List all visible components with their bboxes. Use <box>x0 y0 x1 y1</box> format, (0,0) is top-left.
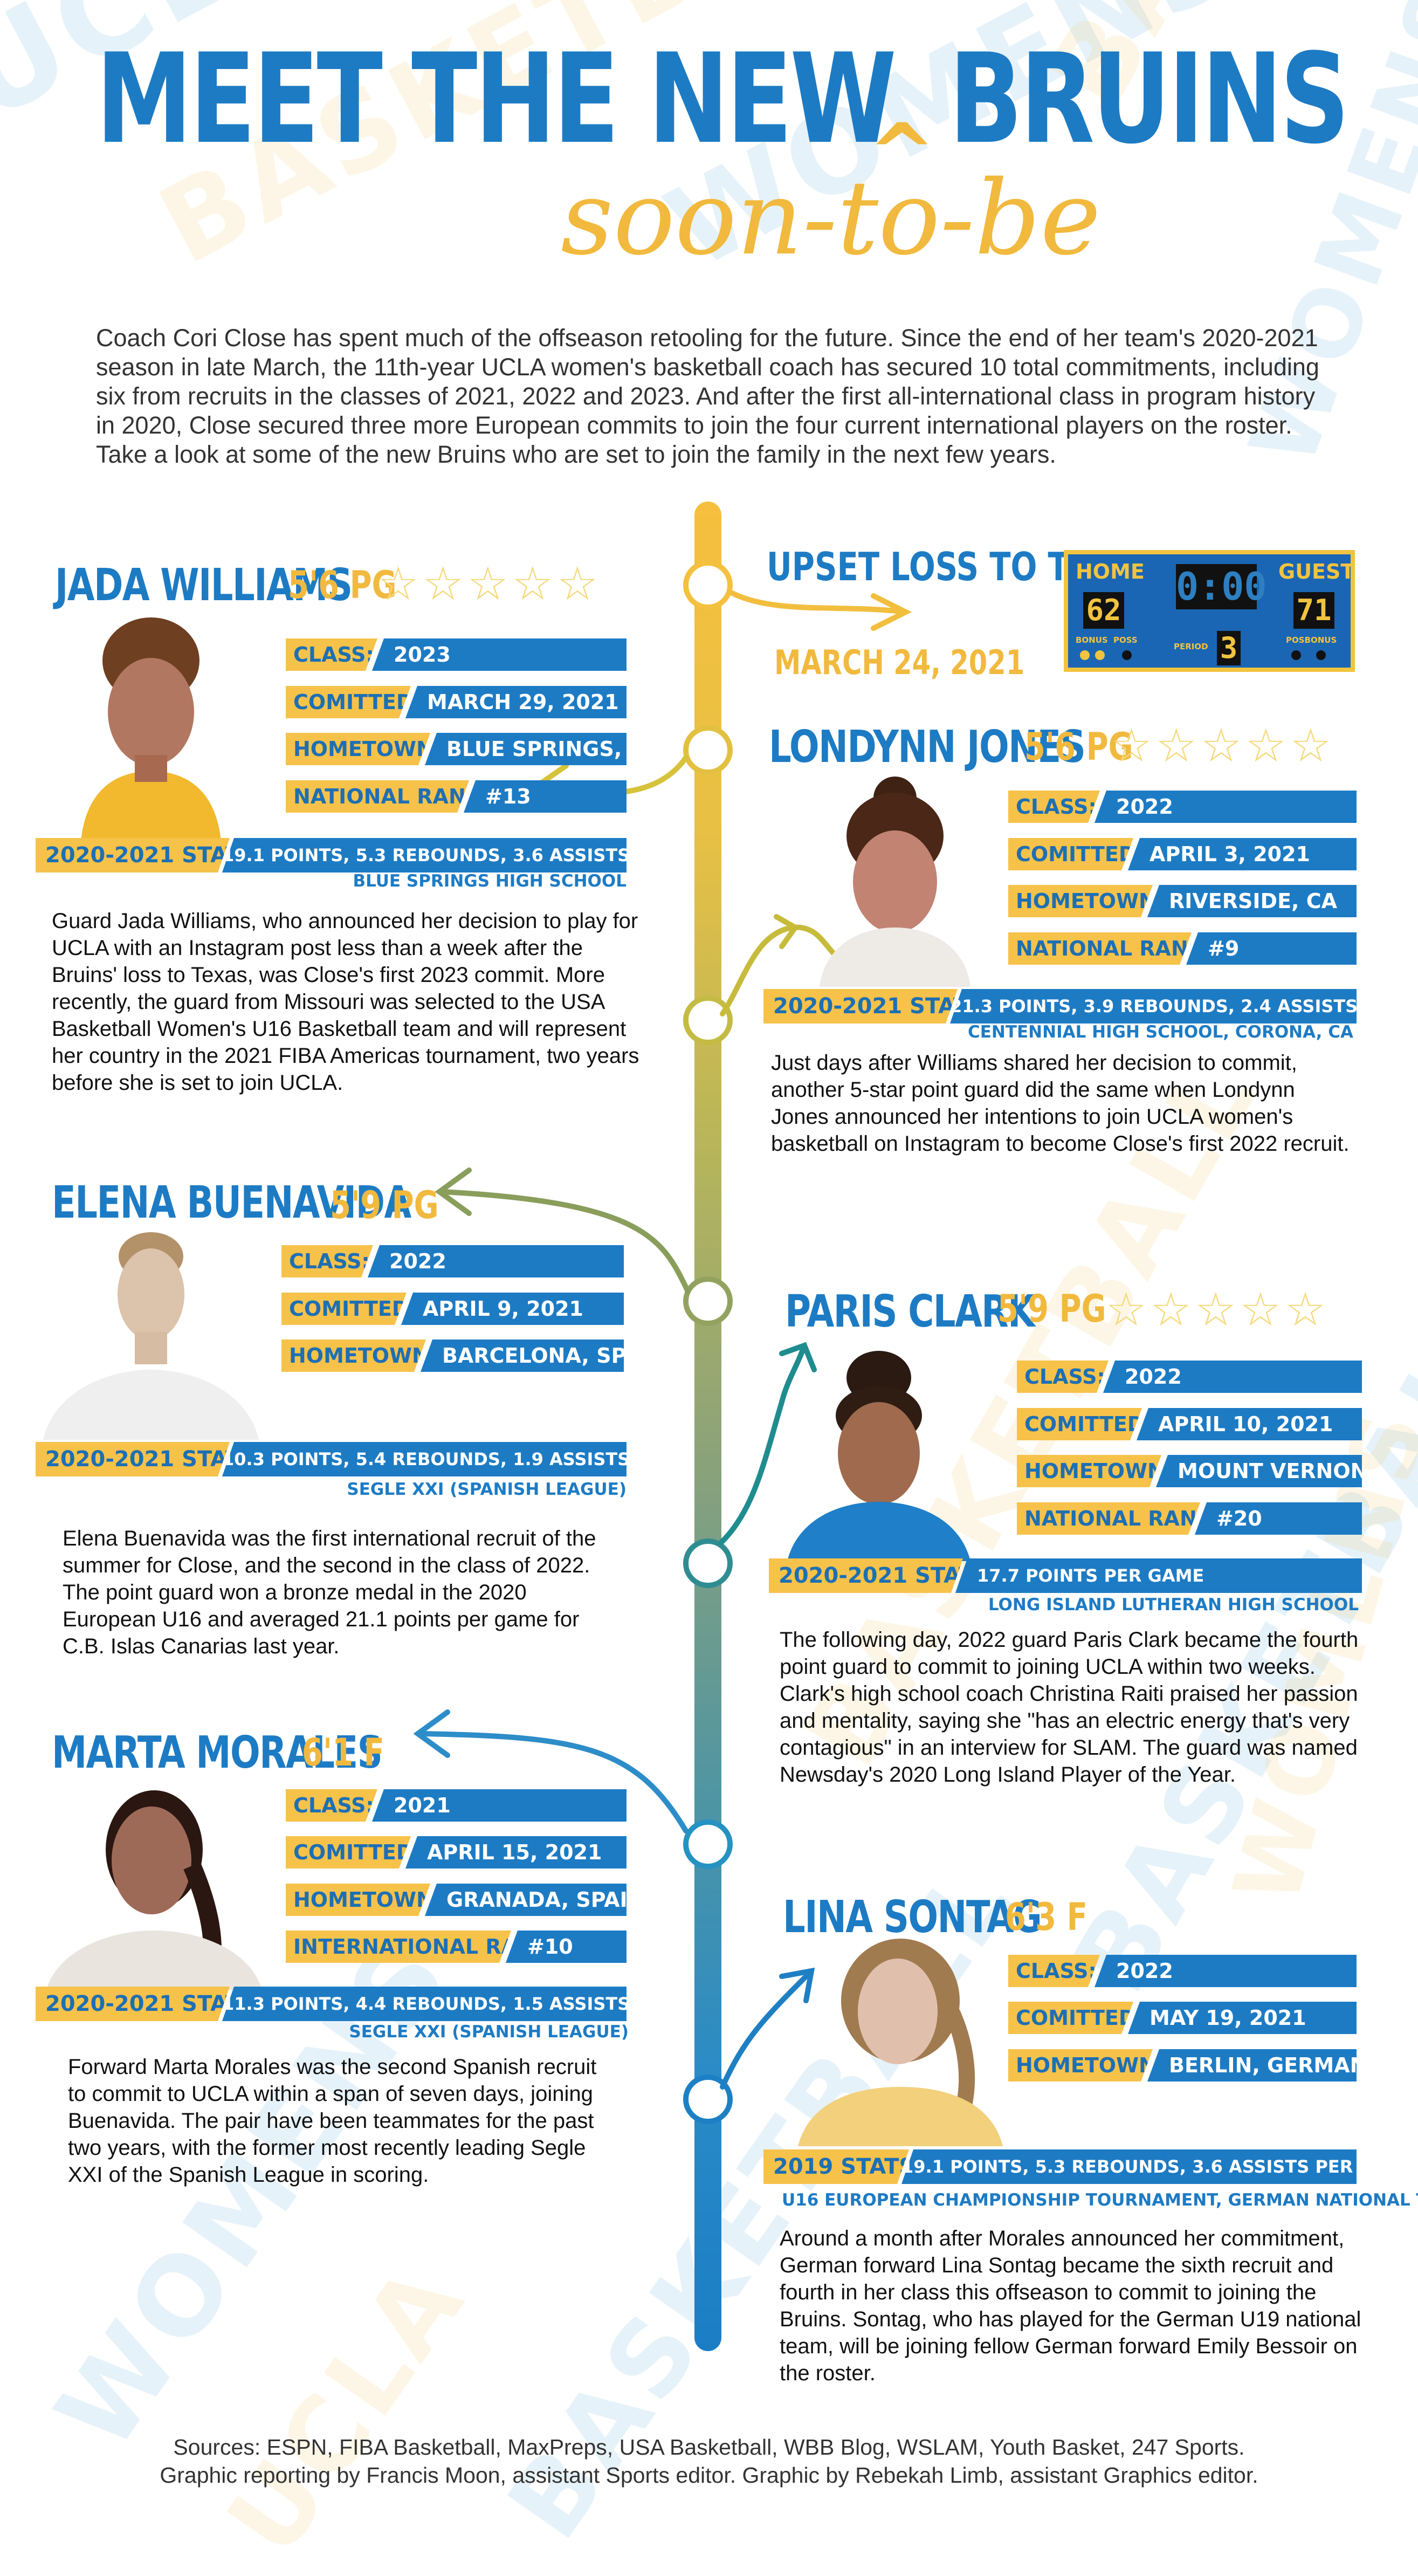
player-name: JADA WILLIAMS <box>55 560 353 611</box>
info-row-rank: NATIONAL RANK: #13 <box>286 780 627 813</box>
info-row-hometown: HOMETOWN: MOUNT VERNON, NY <box>1017 1455 1362 1487</box>
timeline-spine <box>694 502 721 2351</box>
info-row-committed: COMITTED: MAY 19, 2021 <box>1008 2002 1357 2034</box>
event-date: MARCH 24, 2021 <box>774 643 1025 682</box>
player-bio: Forward Marta Morales was the second Spa… <box>68 2055 597 2187</box>
scoreboard-guest-label: GUEST <box>1278 560 1355 583</box>
player-silhouette <box>787 1351 970 1561</box>
player-bio: Guard Jada Williams, who announced her d… <box>52 909 639 1095</box>
footer-credits: Sources: ESPN, FIBA Basketball, MaxPreps… <box>0 2433 1418 2489</box>
info-row-class: CLASS: 2022 <box>1017 1361 1362 1393</box>
info-row-committed: COMITTED: APRIL 9, 2021 <box>281 1293 624 1325</box>
info-row-class: CLASS: 2022 <box>1008 791 1357 823</box>
info-row-hometown: HOMETOWN: BERLIN, GERMANY <box>1008 2049 1357 2082</box>
stats-bar: 2020-2021 STATS: 17.7 POINTS PER GAME <box>769 1558 1362 1593</box>
scoreboard-light <box>1080 650 1090 660</box>
info-row-class: CLASS: 2021 <box>286 1789 627 1822</box>
info-row-hometown: HOMETOWN: GRANADA, SPAIN <box>286 1884 627 1916</box>
school-name: CENTENNIAL HIGH SCHOOL, CORONA, CA <box>967 1022 1353 1042</box>
scoreboard-light <box>1291 650 1301 660</box>
info-row-committed: COMITTED: APRIL 15, 2021 <box>286 1836 627 1869</box>
scoreboard-poss-label: POSS <box>1113 635 1138 645</box>
info-row-committed: COMITTED: MARCH 29, 2021 <box>286 686 627 718</box>
caret-mark: ^ <box>868 107 936 201</box>
title-right: BRUINS <box>949 28 1350 171</box>
player-bio: Around a month after Morales announced h… <box>780 2227 1361 2385</box>
star-rating: ☆☆☆☆☆ <box>1111 720 1335 772</box>
timeline-node <box>683 1538 733 1588</box>
scoreboard-period: 3 <box>1217 631 1241 665</box>
footer-graphic-credits: Graphic reporting by Francis Moon, assis… <box>160 2463 1258 2488</box>
title-left: MEET THE NEW <box>96 28 897 171</box>
timeline-node <box>683 560 733 610</box>
school-name: BLUE SPRINGS HIGH SCHOOL <box>353 871 627 891</box>
timeline-node <box>683 995 733 1045</box>
footer-sources: Sources: ESPN, FIBA Basketball, MaxPreps… <box>173 2435 1245 2460</box>
player-meta: 5'6 PG <box>288 563 397 607</box>
scoreboard-posbonus-label: POSBONUS <box>1286 635 1337 645</box>
player-meta: 5'6 PG <box>1024 725 1133 769</box>
title-script: soon-to-be <box>561 159 1101 278</box>
star-rating: ☆☆☆☆☆ <box>377 558 602 610</box>
scoreboard-light <box>1316 650 1326 660</box>
school-name: LONG ISLAND LUTHERAN HIGH SCHOOL <box>988 1595 1359 1615</box>
info-row-rank: INTERNATIONAL RANK: #10 <box>286 1931 627 1963</box>
info-row-hometown: HOMETOWN: BLUE SPRINGS, MO <box>286 733 627 765</box>
stats-bar: 2020-2021 STATS: 21.3 POINTS, 3.9 REBOUN… <box>763 989 1357 1023</box>
player-name: ELENA BUENAVIDA <box>52 1177 411 1228</box>
school-name: SEGLE XXI (SPANISH LEAGUE) <box>349 2022 629 2042</box>
scoreboard-home-score: 62 <box>1083 592 1124 629</box>
player-meta: 5'9 PG <box>997 1287 1106 1331</box>
player-bio: Elena Buenavida was the first internatio… <box>63 1527 596 1658</box>
player-silhouette <box>820 777 970 987</box>
player-meta: 6'1 F <box>302 1730 384 1775</box>
info-row-committed: COMITTED: APRIL 10, 2021 <box>1017 1408 1362 1440</box>
player-meta: 6'3 F <box>1005 1895 1087 1939</box>
info-row-hometown: HOMETOWN: RIVERSIDE, CA <box>1008 885 1357 917</box>
info-row-class: CLASS: 2022 <box>1008 1955 1357 1987</box>
stats-bar: 2020-2021 STATS: 10.3 POINTS, 5.4 REBOUN… <box>36 1442 627 1476</box>
player-name: LINA SONTAG <box>783 1892 1042 1943</box>
scoreboard-light <box>1122 650 1132 660</box>
stats-bar: 2020-2021 STATS: 11.3 POINTS, 4.4 REBOUN… <box>36 1987 627 2021</box>
info-row-class: CLASS: 2022 <box>281 1245 624 1277</box>
player-meta: 5'9 PG <box>330 1183 439 1227</box>
scoreboard-light <box>1095 650 1105 660</box>
timeline-node <box>683 1819 733 1869</box>
school-name: U16 EUROPEAN CHAMPIONSHIP TOURNAMENT, GE… <box>782 2190 1418 2210</box>
scoreboard-guest-score: 71 <box>1293 592 1334 629</box>
timeline-node <box>683 725 733 775</box>
player-silhouette <box>46 1790 262 1990</box>
info-row-rank: NATIONAL RANK: #20 <box>1017 1502 1362 1535</box>
scoreboard-period-label: PERIOD <box>1174 642 1208 651</box>
stats-bar: 2020-2021 STATS: 19.1 POINTS, 5.3 REBOUN… <box>36 838 627 873</box>
intro-paragraph: Coach Cori Close has spent much of the o… <box>96 324 1319 468</box>
info-row-committed: COMITTED: APRIL 3, 2021 <box>1008 838 1357 870</box>
player-bio: The following day, 2022 guard Paris Clar… <box>780 1628 1359 1787</box>
info-row-rank: NATIONAL RANK: #9 <box>1008 932 1357 965</box>
player-name: PARIS CLARK <box>785 1286 1035 1337</box>
player-silhouette <box>43 1232 259 1440</box>
player-silhouette <box>798 1939 1003 2146</box>
scoreboard-clock: 0:00 <box>1176 564 1267 609</box>
star-rating: ☆☆☆☆☆ <box>1105 1284 1330 1336</box>
player-name: LONDYNN JONES <box>769 722 1086 773</box>
timeline-node <box>683 1276 733 1326</box>
scoreboard-bonus-label: BONUS <box>1076 635 1108 645</box>
stats-bar: 2019 STATS: 19.1 POINTS, 5.3 REBOUNDS, 3… <box>763 2149 1357 2184</box>
scoreboard-home-label: HOME <box>1076 560 1145 583</box>
scoreboard: HOME GUEST 62 71 0:00 BONUS POSS PERIOD … <box>1064 550 1355 672</box>
info-row-class: CLASS: 2023 <box>286 638 627 671</box>
player-bio: Just days after Williams shared her deci… <box>771 1051 1350 1156</box>
info-row-hometown: HOMETOWN: BARCELONA, SPAIN <box>281 1339 624 1372</box>
player-name: MARTA MORALES <box>52 1727 383 1778</box>
player-silhouette <box>81 617 221 841</box>
school-name: SEGLE XXI (SPANISH LEAGUE) <box>347 1480 627 1499</box>
